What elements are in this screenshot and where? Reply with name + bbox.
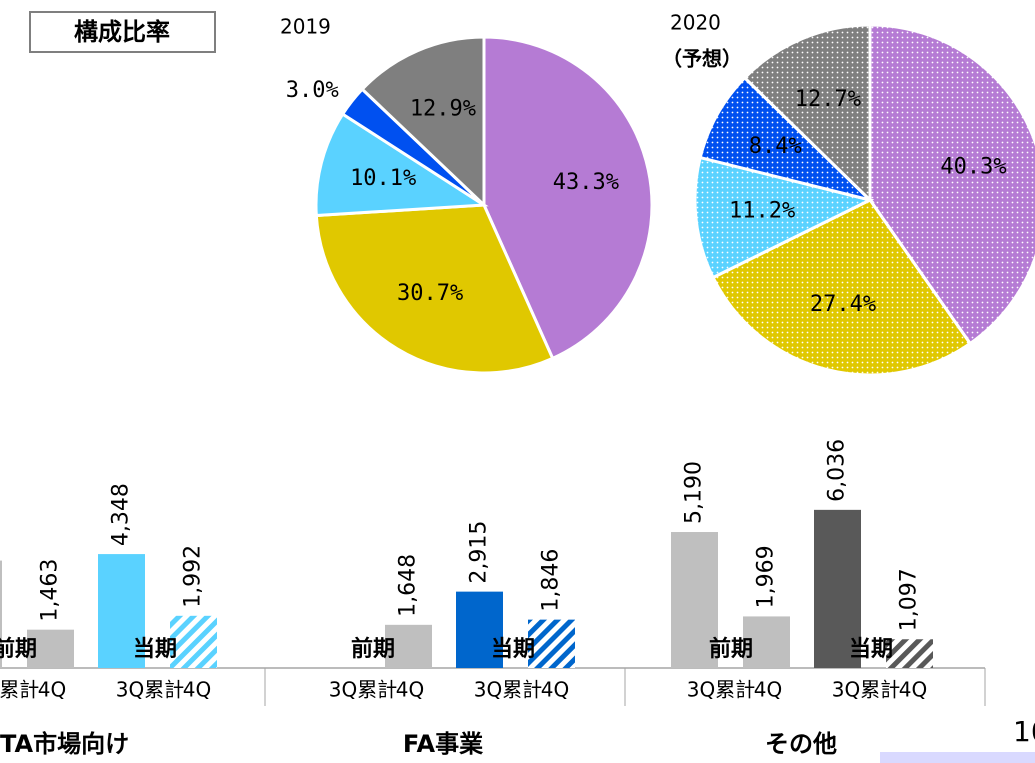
sub-label: 3Q累計 (832, 678, 900, 702)
bar-value-label: 2,915 (467, 521, 492, 584)
page-number: 10 (1013, 715, 1035, 748)
bar-value-label: 4,348 (109, 483, 134, 546)
pie-slice (314, 112, 489, 218)
sub-label: 3Q累計 (0, 678, 39, 702)
pie-slice (868, 23, 1035, 346)
bar-value-label: 1,846 (539, 549, 564, 612)
pie-title: 2019 (280, 15, 331, 39)
group-label: TA市場向け (0, 730, 129, 758)
bar (98, 554, 145, 668)
pie-label: 11.2% (729, 199, 795, 224)
sub-label: 4Q (899, 678, 927, 702)
period-label: 前期 (0, 636, 37, 662)
pie-label: 12.9% (410, 96, 476, 121)
pie-label: 12.7% (795, 87, 861, 112)
bar (0, 560, 2, 668)
bar (671, 532, 718, 668)
sub-label: 4Q (38, 678, 66, 702)
bar-value-label: 1,097 (897, 568, 922, 631)
pie-slice (693, 155, 875, 280)
bar-value-label: 1,648 (396, 554, 421, 617)
sub-label: 3Q累計 (329, 678, 397, 702)
period-label: 当期 (491, 637, 535, 662)
bar (886, 639, 933, 668)
pie-slice (360, 35, 486, 209)
period-label: 当期 (133, 637, 177, 662)
sub-label: 3Q累計 (474, 678, 542, 702)
pie-label: 3.0% (286, 78, 339, 103)
pie-subtitle: （予想） (662, 47, 742, 71)
bar (385, 624, 432, 668)
sub-label: 3Q累計 (116, 678, 184, 702)
bar (743, 616, 790, 668)
pie-slice (314, 203, 555, 375)
bar (456, 591, 503, 668)
pie-label: 40.3% (940, 154, 1006, 179)
group-label: その他 (765, 730, 837, 758)
pie-label: 30.7% (397, 281, 463, 306)
sub-label: 4Q (396, 678, 424, 702)
pie-label: 10.1% (350, 166, 416, 191)
period-label: 当期 (849, 637, 893, 662)
pie-slice (698, 75, 876, 203)
bar (170, 615, 217, 668)
bar (27, 629, 74, 668)
bar-value-label: 6,036 (825, 439, 850, 502)
footer-bar (880, 752, 1035, 763)
badge-box (29, 11, 216, 53)
period-label: 前期 (351, 636, 395, 662)
pie-title: 2020 (670, 11, 721, 35)
pie-slice (742, 23, 872, 204)
bar (814, 509, 861, 668)
pie-label: 8.4% (749, 134, 802, 159)
bar-value-label: 1,992 (181, 545, 206, 608)
bar-value-label: 1,969 (754, 545, 779, 608)
pie-slice (482, 35, 654, 361)
sub-label: 4Q (183, 678, 211, 702)
sub-label: 4Q (541, 678, 569, 702)
sub-label: 3Q累計 (687, 678, 755, 702)
bar (528, 619, 575, 668)
pie-label: 27.4% (810, 292, 876, 317)
sub-label: 4Q (754, 678, 782, 702)
bar-value-label: 5,190 (682, 461, 707, 524)
pie-label: 43.3% (553, 170, 619, 195)
badge: 構成比率 (74, 18, 170, 46)
group-label: FA事業 (403, 730, 483, 758)
pie-slice (711, 198, 973, 377)
bar-value-label: 1,463 (38, 559, 63, 622)
period-label: 前期 (709, 636, 753, 662)
